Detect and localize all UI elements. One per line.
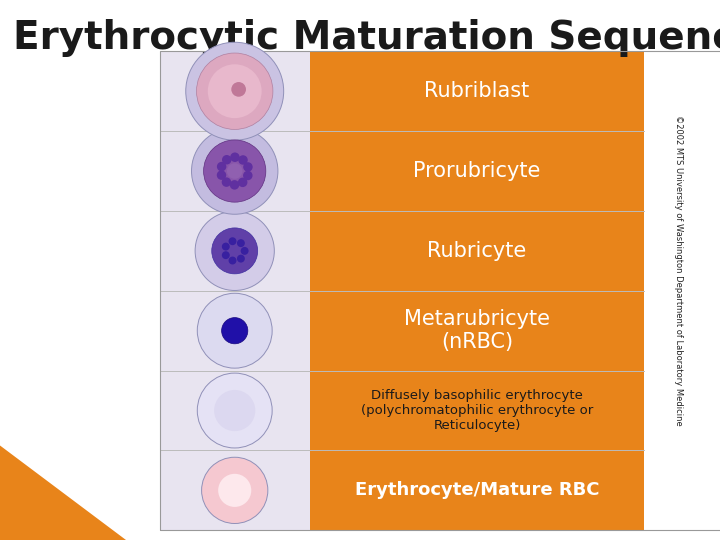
Ellipse shape (230, 180, 239, 190)
Text: Prorubricyte: Prorubricyte (413, 161, 541, 181)
Text: Metarubricyte
(nRBC): Metarubricyte (nRBC) (404, 309, 550, 352)
Ellipse shape (218, 474, 251, 507)
Ellipse shape (243, 171, 253, 180)
Text: Erythrocyte/Mature RBC: Erythrocyte/Mature RBC (355, 481, 599, 500)
Ellipse shape (231, 82, 246, 97)
Ellipse shape (197, 53, 273, 130)
Ellipse shape (212, 228, 258, 274)
Text: Erythrocytic Maturation Sequence: Erythrocytic Maturation Sequence (13, 19, 720, 57)
Ellipse shape (228, 237, 236, 245)
Text: Rubricyte: Rubricyte (428, 241, 526, 261)
Ellipse shape (217, 171, 226, 180)
Ellipse shape (217, 162, 226, 171)
Ellipse shape (222, 242, 230, 251)
Ellipse shape (204, 140, 266, 202)
Bar (160, 51, 310, 530)
Ellipse shape (222, 155, 232, 165)
Ellipse shape (237, 255, 245, 262)
Ellipse shape (238, 178, 248, 187)
Ellipse shape (222, 177, 231, 187)
Ellipse shape (192, 128, 278, 214)
Text: Diffusely basophilic erythrocyte
(polychromatophilic erythrocyte or
Reticulocyte: Diffusely basophilic erythrocyte (polych… (361, 389, 593, 432)
Ellipse shape (222, 318, 248, 344)
Ellipse shape (243, 162, 253, 172)
Ellipse shape (195, 211, 274, 291)
Polygon shape (0, 446, 126, 540)
Text: Rubriblast: Rubriblast (424, 81, 530, 101)
Text: ©2002 MTS University of Washington Department of Laboratory Medicine: ©2002 MTS University of Washington Depar… (674, 114, 683, 426)
Ellipse shape (197, 293, 272, 368)
Ellipse shape (197, 373, 272, 448)
Ellipse shape (202, 457, 268, 523)
Ellipse shape (228, 256, 236, 265)
Ellipse shape (227, 163, 243, 179)
Ellipse shape (237, 239, 245, 247)
Ellipse shape (186, 42, 284, 140)
Ellipse shape (240, 247, 248, 255)
Ellipse shape (214, 390, 256, 431)
Bar (310, 51, 644, 530)
Ellipse shape (230, 152, 240, 162)
Ellipse shape (222, 251, 230, 259)
Bar (160, 51, 720, 530)
Ellipse shape (208, 64, 261, 118)
Ellipse shape (238, 155, 248, 165)
